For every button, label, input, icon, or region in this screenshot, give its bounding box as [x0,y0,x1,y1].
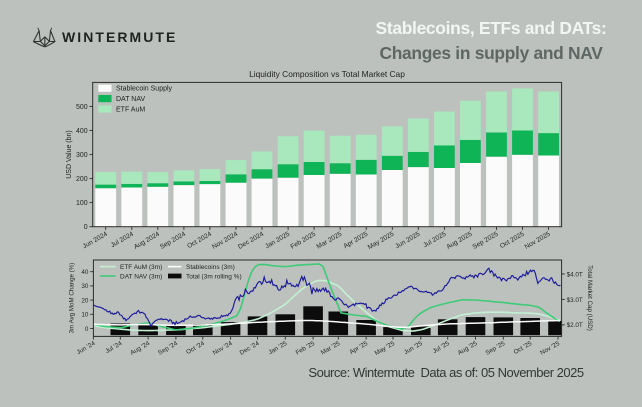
svg-text:400: 400 [76,128,88,135]
svg-text:Jul 2024: Jul 2024 [110,231,135,250]
svg-text:10: 10 [81,312,89,319]
svg-text:Total Market Cap (USD): Total Market Cap (USD) [586,265,593,331]
svg-text:Feb '25: Feb '25 [295,340,317,357]
svg-text:Jun '24: Jun '24 [75,340,96,356]
svg-text:DAT NAV: DAT NAV [116,96,146,103]
svg-text:Nov '25: Nov '25 [539,340,561,357]
svg-text:Apr 2025: Apr 2025 [343,231,370,251]
svg-text:30: 30 [81,283,89,290]
svg-text:Nov 2024: Nov 2024 [211,231,239,251]
svg-text:Jun '25: Jun '25 [403,340,424,356]
svg-text:ETF AuM: ETF AuM [116,107,145,114]
svg-text:$4.0T: $4.0T [567,271,583,278]
svg-text:Jul '24: Jul '24 [104,340,124,355]
svg-text:Aug '25: Aug '25 [457,340,479,357]
svg-text:Stablecoin Supply: Stablecoin Supply [116,86,173,93]
svg-text:Jul '25: Jul '25 [432,340,452,355]
svg-text:Aug 2024: Aug 2024 [133,231,161,251]
svg-text:Mar 2025: Mar 2025 [316,231,344,251]
svg-text:3m Avg MoM Change (%): 3m Avg MoM Change (%) [69,263,76,334]
svg-text:Jan '25: Jan '25 [267,340,288,356]
svg-text:Jun 2024: Jun 2024 [82,231,109,251]
svg-text:Mar '25: Mar '25 [320,340,342,357]
svg-text:Dec '24: Dec '24 [239,340,261,357]
svg-text:Oct 2024: Oct 2024 [186,231,213,251]
svg-text:Oct '25: Oct '25 [513,340,534,356]
svg-text:40: 40 [81,269,89,276]
svg-text:Jan 2025: Jan 2025 [264,231,291,251]
svg-text:100: 100 [76,200,88,207]
svg-text:Nov '24: Nov '24 [212,340,234,357]
svg-text:300: 300 [76,152,88,159]
svg-text:Apr '25: Apr '25 [348,340,369,356]
svg-text:$3.0T: $3.0T [567,297,583,304]
svg-text:May '25: May '25 [374,340,397,357]
svg-text:DAT NAV (3m): DAT NAV (3m) [120,273,162,280]
svg-text:0: 0 [84,224,88,231]
svg-text:ETF AuM (3m): ETF AuM (3m) [120,264,162,271]
svg-text:Sep '24: Sep '24 [157,340,179,357]
svg-text:Aug 2025: Aug 2025 [445,231,473,251]
svg-text:$2.0T: $2.0T [567,322,583,329]
svg-text:Dec 2024: Dec 2024 [237,231,265,251]
svg-text:Jul 2025: Jul 2025 [422,231,447,250]
svg-text:Sep '25: Sep '25 [484,340,506,357]
svg-text:Oct '24: Oct '24 [185,340,206,356]
svg-text:Jun 2025: Jun 2025 [394,231,421,251]
svg-text:Aug '24: Aug '24 [129,340,151,357]
svg-text:Total (3m rolling %): Total (3m rolling %) [186,273,242,280]
svg-text:Sep 2025: Sep 2025 [472,231,500,251]
svg-text:Nov 2025: Nov 2025 [524,231,552,251]
svg-text:Stablecoins (3m): Stablecoins (3m) [186,264,235,271]
svg-text:Liquidity Composition vs Total: Liquidity Composition vs Total Market Ca… [249,69,405,79]
svg-text:500: 500 [76,104,88,111]
svg-text:Oct 2025: Oct 2025 [499,231,526,251]
svg-text:0: 0 [85,326,89,333]
svg-text:Sep 2024: Sep 2024 [159,231,187,251]
svg-text:20: 20 [81,297,89,304]
svg-text:USD Value (bn): USD Value (bn) [66,130,73,179]
svg-text:Feb 2025: Feb 2025 [289,231,317,251]
svg-text:May 2025: May 2025 [367,231,396,252]
svg-text:200: 200 [76,176,88,183]
